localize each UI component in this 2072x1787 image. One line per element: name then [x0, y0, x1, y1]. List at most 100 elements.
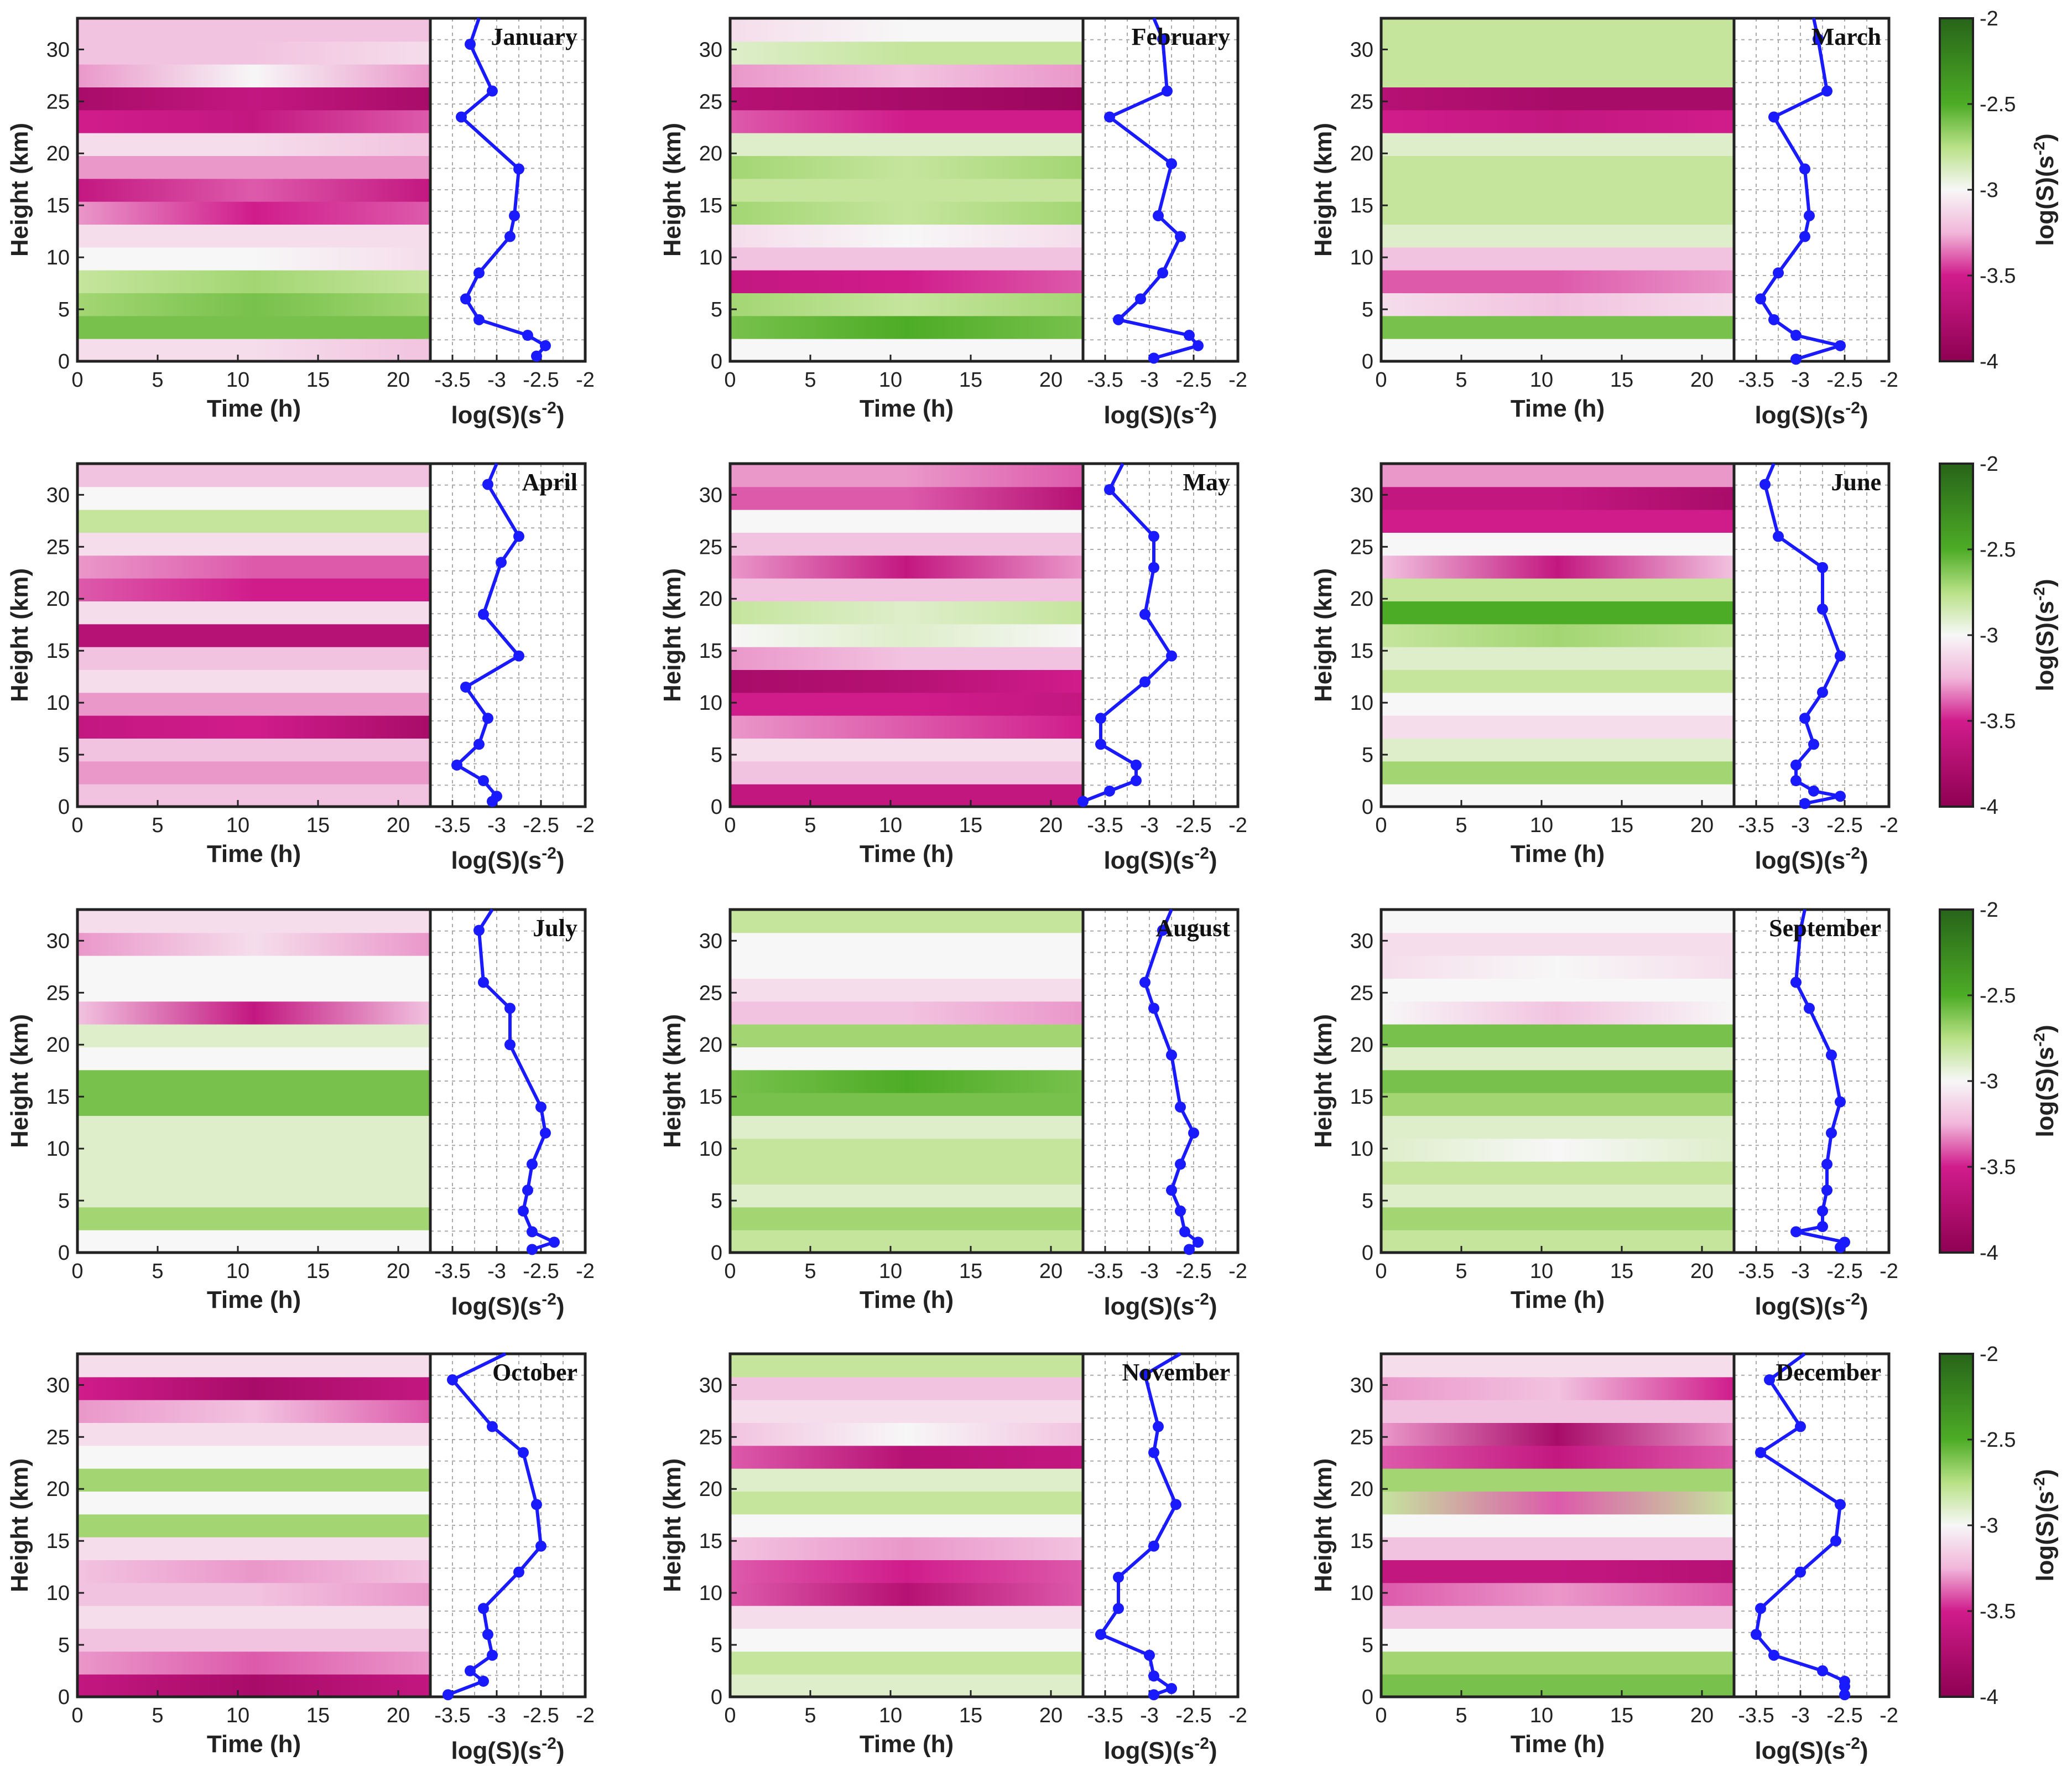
profile-point	[509, 210, 520, 221]
profile-point	[1817, 687, 1828, 698]
x-tick-label: 15	[959, 1260, 982, 1283]
x-axis-label: Time (h)	[1511, 840, 1605, 867]
contour-band	[730, 1376, 1083, 1400]
colorbar-row-3: -2 -2.5 -3 -3.5 -4 log(S)(s-2)	[1939, 898, 2059, 1265]
contour-field	[77, 18, 430, 361]
contour-band	[77, 1604, 430, 1629]
y-axis-label: Height (km)	[659, 123, 686, 257]
contour-band	[77, 1490, 430, 1515]
panel-frame	[76, 17, 587, 363]
profile-tick-label: -2.5	[1175, 814, 1211, 837]
profile-point	[1799, 798, 1810, 809]
profile-point	[1768, 1649, 1779, 1661]
y-tick-label: 0	[711, 1686, 722, 1709]
x-tick-label: 0	[1375, 1260, 1387, 1283]
contour-band	[1381, 646, 1734, 670]
contour-band	[730, 1513, 1083, 1537]
contour-band	[77, 623, 430, 647]
contour-band	[730, 1559, 1083, 1583]
profile-grid	[1734, 1354, 1889, 1697]
profile-point	[1139, 676, 1150, 688]
colorbar-tick-label: -3	[1980, 179, 1998, 202]
contour-band	[77, 63, 430, 87]
contour-band	[77, 1467, 430, 1492]
x-axis-label: Time (h)	[860, 395, 954, 422]
profile-tick-label: -3	[1140, 1704, 1159, 1727]
contour-band	[1381, 1206, 1734, 1230]
contour-band	[730, 269, 1083, 293]
profile-point	[1768, 314, 1779, 325]
contour-band	[77, 760, 430, 785]
colorbar-label-close: )	[2032, 579, 2059, 587]
profile-tick-label: -3.5	[434, 368, 470, 392]
x-tick-label: 20	[1039, 814, 1063, 837]
contour-band	[1381, 1399, 1734, 1423]
profile-tick-label: -3.5	[434, 814, 470, 837]
profile-axis-label-sup: -2	[542, 399, 556, 417]
contour-band	[1381, 669, 1734, 693]
profile-point	[1835, 340, 1846, 351]
contour-band	[77, 109, 430, 133]
month-label: May	[1183, 469, 1230, 496]
profile-point	[1817, 1221, 1828, 1233]
profile-point	[1839, 1237, 1850, 1248]
y-tick-label: 30	[46, 1374, 70, 1397]
contour-band	[730, 1582, 1083, 1606]
profile-point	[513, 163, 524, 175]
y-tick-label: 10	[699, 692, 722, 715]
month-label: July	[533, 915, 577, 942]
contour-band	[730, 246, 1083, 271]
profile-tick-label: -2.5	[523, 368, 559, 392]
profile-point	[504, 231, 516, 242]
x-axis-label: Time (h)	[1511, 395, 1605, 422]
profile-tick-label: -3	[487, 1260, 506, 1283]
profile-point	[1077, 796, 1089, 807]
y-axis-label: Height (km)	[1310, 1014, 1337, 1148]
x-tick-label: 15	[959, 814, 982, 837]
panel-january: 0 5 10 15 20 0 5 10 15 20 25 30 -3.5 -3 -2.5 -2 Time (h)…	[6, 17, 595, 429]
colorbar-tick-label: -2.5	[1980, 1428, 2016, 1452]
contour-band	[1381, 1559, 1734, 1583]
contour-band	[1381, 1092, 1734, 1116]
profile-point	[1839, 1689, 1850, 1701]
profile-point	[504, 1002, 516, 1014]
x-tick-label: 0	[71, 1260, 83, 1283]
contour-band	[730, 1490, 1083, 1515]
profile-point	[1755, 293, 1766, 305]
profile-point	[478, 976, 489, 988]
y-tick-label: 15	[699, 1530, 722, 1553]
profile-axis-label-sup: -2	[1194, 1734, 1209, 1753]
contour-band	[730, 1354, 1083, 1378]
contour-band	[730, 1046, 1083, 1071]
profile-point	[1790, 1226, 1802, 1238]
contour-band	[1381, 292, 1734, 316]
profile-point	[1188, 1127, 1199, 1139]
profile-tick-label: -3.5	[1738, 368, 1774, 392]
colorbar-label-close: )	[2032, 1469, 2059, 1477]
contour-band	[1381, 224, 1734, 248]
y-tick-label: 5	[58, 1189, 70, 1213]
y-tick-label: 30	[46, 38, 70, 61]
profile-tick-label: -2.5	[1175, 1260, 1211, 1283]
contour-field	[1381, 910, 1734, 1253]
profile-point	[1193, 1237, 1204, 1248]
contour-band	[77, 669, 430, 693]
profile-point	[1821, 1159, 1832, 1170]
x-tick-label: 0	[724, 1704, 736, 1727]
profile-point	[1790, 354, 1802, 365]
y-tick-label: 15	[699, 640, 722, 663]
x-tick-label: 10	[1530, 1260, 1553, 1283]
contour-band	[77, 577, 430, 601]
contour-band	[77, 246, 430, 271]
contour-band	[1381, 1650, 1734, 1675]
profile-point	[1768, 111, 1779, 123]
contour-band	[77, 978, 430, 1002]
profile-grid	[430, 910, 585, 1253]
contour-band	[730, 1137, 1083, 1162]
contour-band	[730, 932, 1083, 956]
profile-grid	[1734, 910, 1889, 1253]
x-tick-label: 15	[306, 1704, 330, 1727]
contour-band	[730, 132, 1083, 156]
profile-tick-label: -3	[1791, 1260, 1810, 1283]
contour-band	[1381, 486, 1734, 510]
